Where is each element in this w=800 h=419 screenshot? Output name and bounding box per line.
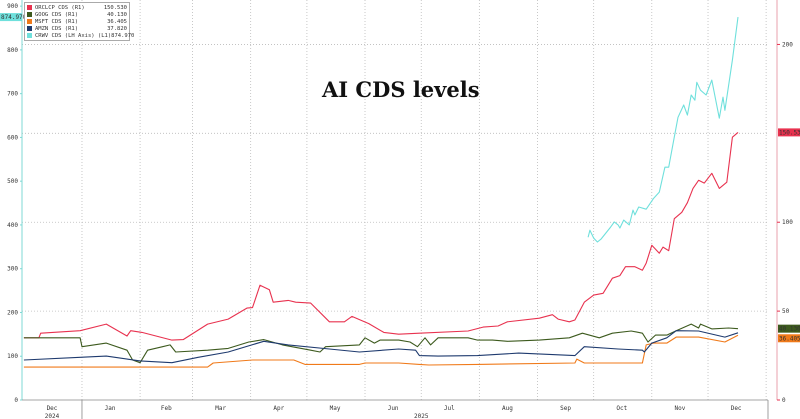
legend-swatch [27, 26, 32, 31]
right-value-label: 150.530 [779, 129, 800, 136]
legend-swatch [27, 33, 32, 38]
series-line-1 [23, 323, 739, 364]
x-tick-label: May [330, 405, 341, 412]
series-line-2 [23, 334, 739, 368]
legend-entry: GOOG CDS (R1) 40.130 [27, 11, 127, 18]
left-tick-label: 500 [7, 178, 18, 185]
right-value-badge [778, 334, 800, 343]
x-tick-label: Nov [674, 405, 685, 412]
legend-label: ORCLCP CDS (R1) [35, 4, 85, 11]
right-value-label: 36.405 [779, 335, 800, 342]
legend-entry: AMZN CDS (R1) 37.820 [27, 25, 127, 32]
series-line-4 [587, 17, 739, 243]
x-tick-label: Jun [388, 405, 399, 412]
legend-label: AMZN CDS (R1) [35, 25, 79, 32]
left-tick-label: 200 [7, 309, 18, 316]
legend-swatch [27, 5, 32, 10]
left-tick-label: 700 [7, 91, 18, 98]
right-tick-label: 50 [782, 308, 790, 315]
legend-swatch [27, 12, 32, 17]
chart-title: AI CDS levels [322, 77, 480, 102]
legend: ORCLCP CDS (R1) 150.530 GOOG CDS (R1) 40.13… [24, 2, 134, 41]
legend-value: 150.530 [103, 4, 127, 11]
right-value-label: 40.130 [779, 326, 800, 333]
x-tick-label: Feb [161, 405, 172, 412]
left-tick-label: 600 [7, 134, 18, 141]
legend-entry: ORCLCP CDS (R1) 150.530 [27, 4, 127, 11]
left-tick-label: 800 [7, 47, 18, 54]
left-value-label: 874.970 [1, 14, 27, 21]
legend-value: 40.130 [107, 11, 127, 18]
right-value-badge [778, 324, 800, 333]
x-tick-label: Apr [273, 405, 284, 412]
legend-entry: CRWV CDS (LH Axis) (L1) 874.970 [27, 32, 134, 39]
x-tick-label: Jul [444, 405, 455, 412]
x-tick-label: Dec [47, 405, 58, 412]
legend-label: MSFT CDS (R1) [35, 18, 79, 25]
x-tick-label: Mar [215, 405, 226, 412]
right-value-badge [778, 128, 800, 137]
legend-value: 37.820 [107, 25, 127, 32]
x-tick-label: Dec [731, 405, 742, 412]
year-label: 2025 [414, 413, 429, 419]
legend-label: CRWV CDS (LH Axis) (L1) [35, 32, 112, 39]
left-tick-label: 0 [14, 397, 18, 404]
right-tick-label: 100 [782, 219, 793, 226]
legend-swatch [27, 19, 32, 24]
right-tick-label: 0 [782, 397, 786, 404]
legend-value: 36.405 [107, 18, 127, 25]
left-tick-label: 300 [7, 266, 18, 273]
x-tick-label: Jan [105, 405, 116, 412]
x-tick-label: Aug [502, 405, 513, 412]
year-label: 2024 [45, 413, 60, 419]
x-tick-label: Sep [560, 405, 571, 412]
left-tick-label: 900 [7, 3, 18, 10]
right-tick-label: 200 [782, 41, 793, 48]
series-line-3 [23, 330, 739, 364]
legend-entry: MSFT CDS (R1) 36.405 [27, 18, 127, 25]
left-tick-label: 400 [7, 222, 18, 229]
left-tick-label: 100 [7, 353, 18, 360]
left-value-badge [0, 13, 22, 22]
legend-value: 874.970 [111, 32, 135, 39]
x-tick-label: Oct [616, 405, 627, 412]
legend-label: GOOG CDS (R1) [35, 11, 79, 18]
series-line-0 [23, 131, 739, 341]
